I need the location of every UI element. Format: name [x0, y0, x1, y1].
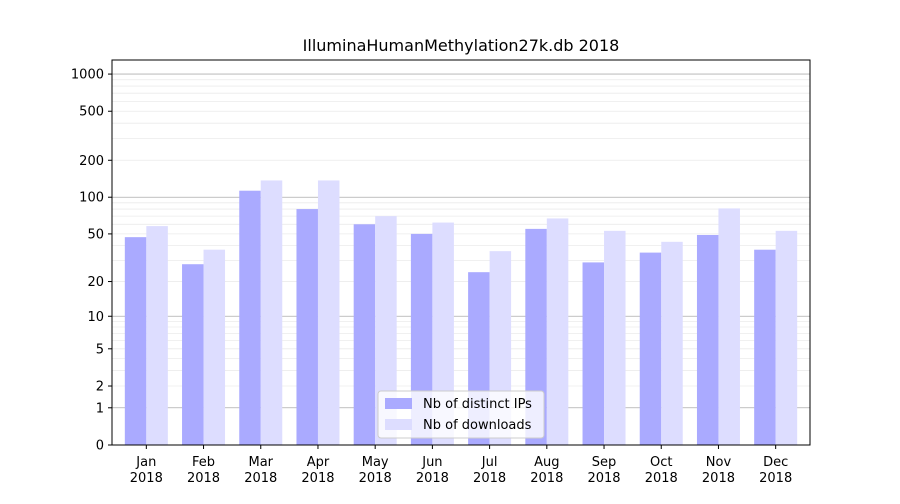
bar-distinct-ips: [696, 234, 719, 445]
chart-title: IlluminaHumanMethylation27k.db 2018: [303, 36, 620, 55]
y-tick-label: 20: [87, 275, 104, 290]
plot-frame: [111, 59, 811, 446]
x-tick-label: Jan 2018: [130, 455, 163, 486]
bar-downloads: [718, 208, 740, 445]
bar-distinct-ips: [124, 237, 147, 445]
x-tick-label: May 2018: [359, 455, 392, 486]
y-tick-label: 5: [96, 342, 104, 357]
y-tick-label: 0: [96, 439, 104, 454]
y-axis: 0 1 2 5 10 20 50 100 200 500 1000: [71, 68, 112, 454]
legend-label-distinct-ips: Nb of distinct IPs: [423, 397, 532, 412]
bar-distinct-ips: [239, 190, 261, 445]
bar-downloads: [317, 180, 340, 446]
y-tick-label: 1000: [71, 68, 104, 83]
bar-distinct-ips: [182, 264, 204, 445]
bar-downloads: [432, 222, 454, 445]
y-tick-label: 100: [79, 191, 104, 206]
x-tick-label: Jul 2018: [473, 455, 506, 486]
bar-downloads: [775, 230, 798, 445]
y-tick-label: 200: [79, 154, 104, 169]
x-tick-label: Sep 2018: [587, 455, 620, 486]
bar-downloads: [661, 241, 683, 445]
bar-downloads: [546, 218, 569, 445]
bars: [124, 180, 798, 446]
bar-downloads: [604, 230, 626, 445]
bar-distinct-ips: [639, 252, 662, 445]
bar-distinct-ips: [296, 209, 318, 445]
x-tick-label: Aug 2018: [530, 455, 563, 486]
y-tick-label: 500: [79, 105, 104, 120]
x-tick-label: Dec 2018: [759, 455, 792, 486]
legend-swatch-downloads: [385, 419, 412, 430]
y-tick-label: 50: [87, 227, 104, 242]
bar-distinct-ips: [353, 224, 376, 445]
bar-distinct-ips: [582, 262, 605, 445]
x-tick-label: Feb 2018: [187, 455, 220, 486]
y-tick-label: 10: [87, 310, 104, 325]
x-tick-label: Oct 2018: [645, 455, 678, 486]
bar-distinct-ips: [754, 249, 776, 445]
bar-downloads: [203, 249, 226, 445]
bar-downloads: [260, 180, 283, 446]
y-tick-label: 1: [96, 401, 104, 416]
legend: Nb of distinct IPs Nb of downloads: [377, 390, 545, 439]
x-tick-label: Apr 2018: [301, 455, 334, 486]
bar-downloads: [375, 216, 397, 445]
legend-swatch-distinct-ips: [385, 398, 412, 409]
legend-label-downloads: Nb of downloads: [423, 418, 532, 433]
x-tick-label: Mar 2018: [244, 455, 277, 486]
x-tick-label: Nov 2018: [702, 455, 735, 486]
x-axis: Jan 2018 Feb 2018 Mar 2018 Apr 2018 May 2018 Jun 20…: [130, 445, 792, 486]
bar-downloads: [146, 226, 168, 445]
legend-box: [377, 390, 545, 439]
grid-lines: [112, 73, 810, 409]
x-tick-label: Jun 2018: [416, 455, 449, 486]
y-tick-label: 2: [96, 380, 104, 395]
